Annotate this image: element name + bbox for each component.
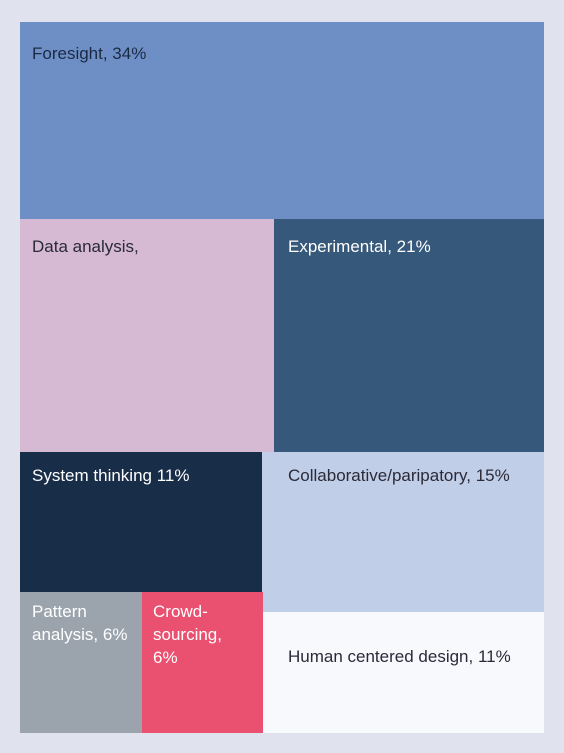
tile-foresight: Foresight, 34% [20, 22, 544, 219]
tile-collaborative-paripatory: Collaborative/paripatory, 15% [262, 452, 544, 612]
tile-system-thinking: System thinking 11% [20, 452, 262, 592]
tile-experimental: Experimental, 21% [274, 219, 544, 452]
tile-pattern-analysis: Pattern analysis, 6% [20, 592, 142, 733]
tile-data-analysis: Data analysis, [20, 219, 274, 452]
tile-human-centered-design: Human centered design, 11% [263, 612, 544, 733]
treemap: Foresight, 34% Data analysis, Experiment… [20, 22, 544, 733]
tile-crowd-sourcing: Crowd- sourcing, 6% [142, 592, 263, 733]
